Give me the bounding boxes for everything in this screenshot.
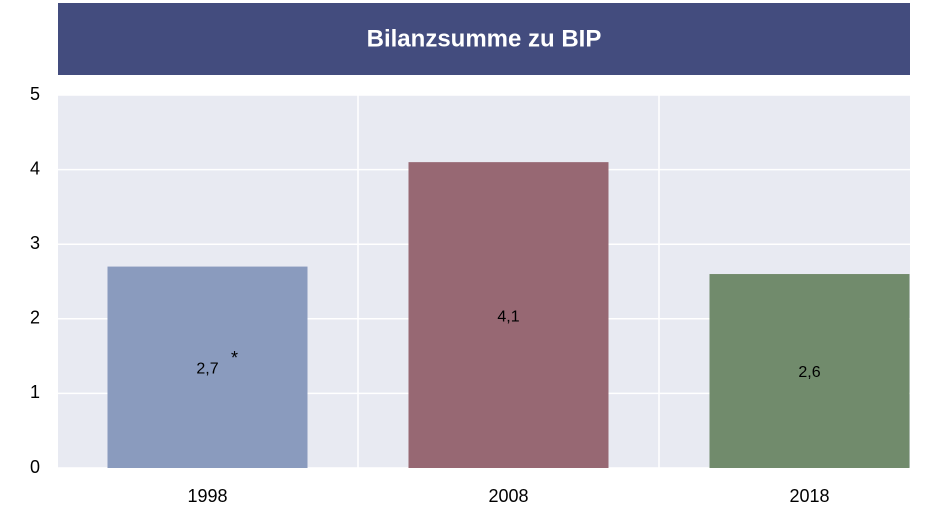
x-tick-label: 2008 bbox=[488, 486, 528, 506]
annotation: * bbox=[231, 348, 238, 368]
x-tick-label: 2018 bbox=[789, 486, 829, 506]
value-label: 2,7 bbox=[196, 361, 218, 378]
title-banner bbox=[58, 3, 910, 75]
bar bbox=[709, 274, 910, 468]
bar bbox=[107, 266, 308, 468]
bar bbox=[408, 162, 609, 468]
value-label: 2,6 bbox=[798, 364, 820, 381]
x-tick-label: 1998 bbox=[187, 486, 227, 506]
y-tick-label: 2 bbox=[30, 308, 40, 328]
y-tick-label: 3 bbox=[30, 233, 40, 253]
chart-title: Bilanzsumme zu BIP bbox=[367, 25, 602, 52]
y-tick-label: 0 bbox=[30, 457, 40, 477]
value-label: 4,1 bbox=[497, 308, 519, 325]
y-tick-label: 5 bbox=[30, 84, 40, 104]
y-tick-label: 1 bbox=[30, 382, 40, 402]
y-tick-label: 4 bbox=[30, 158, 40, 178]
